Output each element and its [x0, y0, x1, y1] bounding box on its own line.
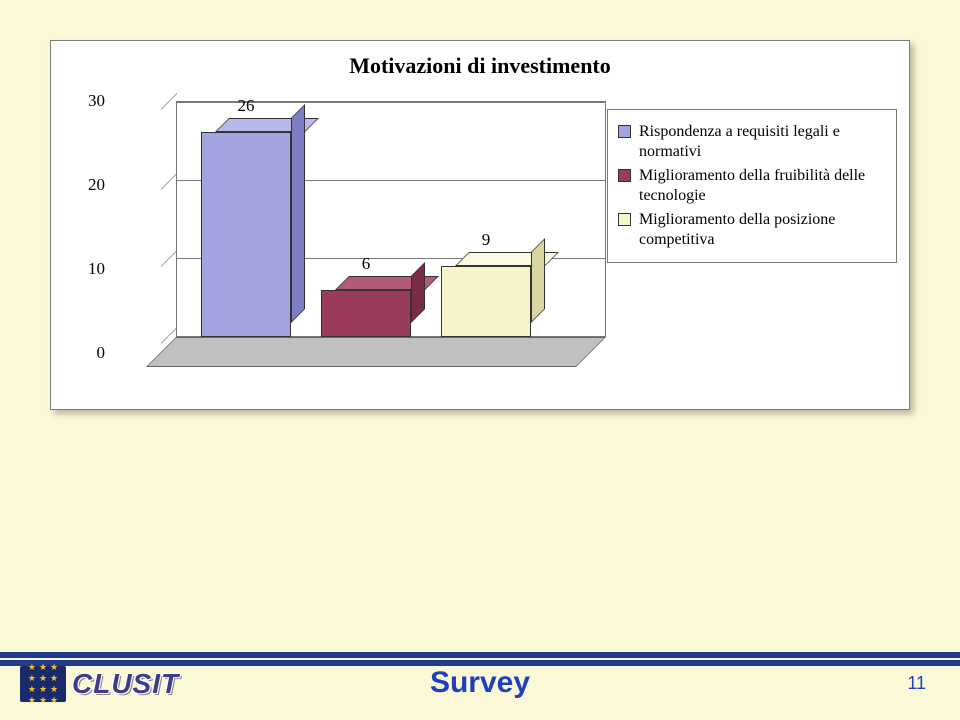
bar-label-2: 9: [441, 230, 531, 250]
bar-0: 26: [201, 132, 291, 337]
plot: 2669: [121, 101, 561, 361]
legend: Rispondenza a requisiti legali e normati…: [607, 109, 897, 263]
y-axis-labels: 30 20 10 0: [71, 101, 111, 381]
chart-frame: Motivazioni di investimento 30 20 10 0: [50, 40, 910, 410]
bar-2: 9: [441, 266, 531, 337]
ytick-20: 20: [88, 175, 105, 195]
footer-center-label: Survey: [0, 666, 960, 700]
ytick-30: 30: [88, 91, 105, 111]
ytick-0: 0: [97, 343, 106, 363]
legend-swatch-1: [618, 169, 631, 182]
page-number: 11: [907, 673, 926, 694]
bars-container: 2669: [171, 101, 601, 367]
legend-item-1: Miglioramento della fruibilità delle tec…: [618, 166, 886, 206]
legend-swatch-0: [618, 125, 631, 138]
footer-band-1: [0, 652, 960, 658]
legend-label-1: Miglioramento della fruibilità delle tec…: [639, 166, 886, 206]
legend-item-2: Miglioramento della posizione competitiv…: [618, 210, 886, 250]
bar-label-1: 6: [321, 254, 411, 274]
bar-label-0: 26: [201, 96, 291, 116]
legend-label-2: Miglioramento della posizione competitiv…: [639, 210, 886, 250]
slide: Motivazioni di investimento 30 20 10 0: [0, 0, 960, 720]
footer: ★★★★ ★★★★ ★★★★ CLUSIT Survey 11: [0, 640, 960, 720]
bar-1: 6: [321, 290, 411, 337]
legend-item-0: Rispondenza a requisiti legali e normati…: [618, 122, 886, 162]
legend-swatch-2: [618, 213, 631, 226]
ytick-10: 10: [88, 259, 105, 279]
legend-label-0: Rispondenza a requisiti legali e normati…: [639, 122, 886, 162]
chart-title: Motivazioni di investimento: [51, 53, 909, 79]
